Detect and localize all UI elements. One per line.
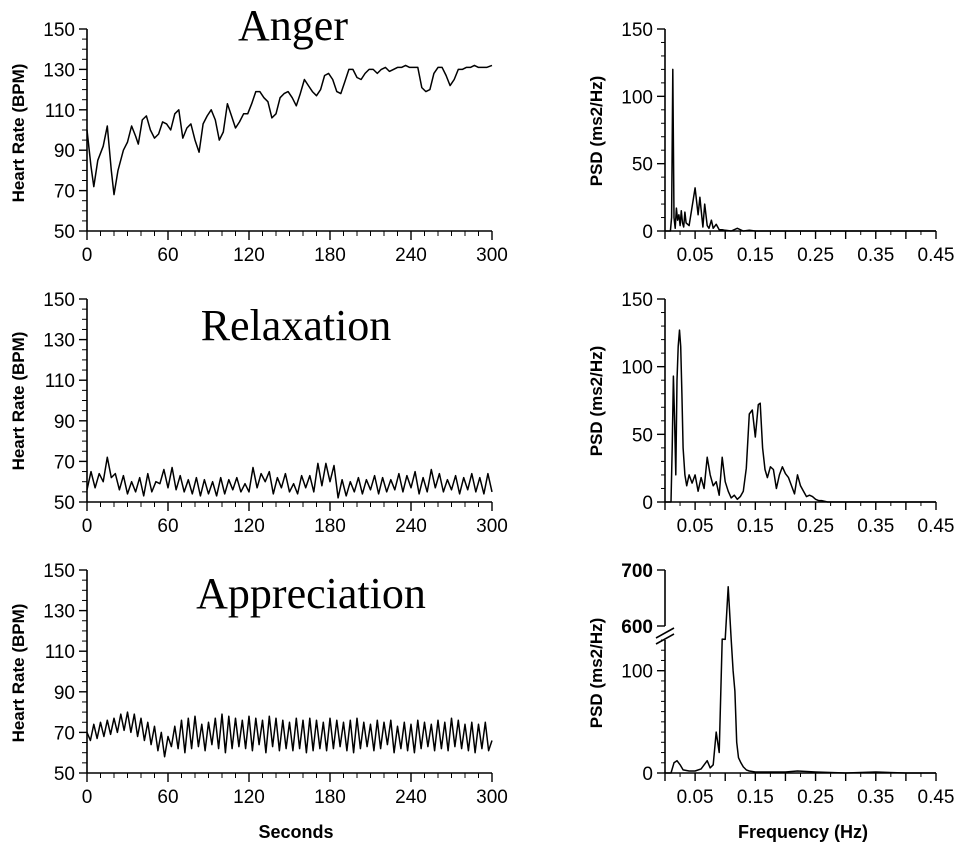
appreciation-hr-x-tick-label: 60 (157, 787, 178, 808)
anger-psd-plot: 0.05 0.15 0.25 0.35 0.45 0 50 100 150 (621, 20, 954, 266)
anger-title: Anger (238, 1, 348, 50)
appreciation-hr-y-tick-label: 150 (43, 561, 75, 582)
appreciation-hr-y-axis-label: Heart Rate (BPM) (9, 604, 28, 743)
anger-hr-y-tick-label: 150 (43, 20, 75, 41)
appreciation-psd-y-axis-label: PSD (ms2/Hz) (587, 618, 606, 729)
appreciation-hr-x-tick-label: 180 (314, 787, 346, 808)
anger-psd-x-tick-label: 0.05 (677, 245, 714, 266)
appreciation-hr-y-tick-label: 130 (43, 602, 75, 623)
relaxation-psd-y-tick-label: 150 (621, 290, 653, 311)
appreciation-hr-plot: 0 60 120 180 240 300 50 70 90 110 130 150 (43, 561, 508, 808)
relaxation-title: Relaxation (201, 301, 392, 350)
anger-psd-series-line (665, 68, 936, 232)
frequency-x-axis-label: Frequency (Hz) (738, 822, 868, 842)
anger-psd-y-tick-label: 150 (621, 20, 653, 41)
relaxation-hr-x-tick-label: 0 (82, 516, 93, 537)
relaxation-hr-x-tick-label: 180 (314, 516, 346, 537)
relaxation-psd-series-line (665, 329, 936, 503)
relaxation-hr-y-tick-label: 90 (54, 412, 75, 433)
anger-psd-y-tick-label: 0 (642, 222, 653, 243)
appreciation-hr-y-tick-label: 110 (45, 642, 75, 663)
relaxation-hr-x-tick-label: 120 (233, 516, 265, 537)
appreciation-hr-x-tick-label: 120 (233, 787, 265, 808)
relaxation-psd-y-tick-label: 0 (642, 493, 653, 514)
appreciation-psd-series-line (665, 586, 936, 774)
anger-hr-y-tick-label: 70 (54, 182, 75, 203)
appreciation-psd-x-tick-label: 0.45 (918, 787, 955, 808)
appreciation-hr-series-line (86, 711, 493, 758)
anger-psd-y-axis-label: PSD (ms2/Hz) (587, 76, 606, 187)
relaxation-psd-plot: 0.05 0.15 0.25 0.35 0.45 0 50 100 150 (621, 290, 954, 537)
appreciation-hr-x-tick-label: 300 (476, 787, 508, 808)
anger-hr-series-line (86, 64, 493, 196)
anger-hr-y-axis-label: Heart Rate (BPM) (9, 64, 28, 203)
anger-hr-x-tick-label: 120 (233, 245, 265, 266)
anger-hr-x-tick-label: 180 (314, 245, 346, 266)
anger-hr-x-tick-label: 240 (395, 245, 427, 266)
relaxation-hr-y-tick-label: 150 (43, 290, 75, 311)
relaxation-hr-x-tick-label: 240 (395, 516, 427, 537)
relaxation-psd-x-tick-label: 0.35 (857, 516, 894, 537)
relaxation-psd-x-tick-label: 0.25 (797, 516, 834, 537)
anger-hr-x-tick-label: 300 (476, 245, 508, 266)
relaxation-psd-y-axis-label: PSD (ms2/Hz) (587, 346, 606, 457)
anger-psd-x-tick-label: 0.35 (857, 245, 894, 266)
anger-hr-y-tick-label: 130 (43, 60, 75, 81)
relaxation-psd-x-tick-label: 0.05 (677, 516, 714, 537)
relaxation-hr-x-tick-label: 60 (157, 516, 178, 537)
appreciation-psd-axis-break-mark-1 (655, 627, 675, 639)
appreciation-psd-y-tick-label: 100 (621, 662, 653, 683)
appreciation-hr-x-tick-label: 240 (395, 787, 427, 808)
anger-hr-y-tick-label: 110 (45, 101, 75, 122)
relaxation-hr-y-tick-label: 110 (45, 371, 75, 392)
relaxation-hr-series-line (86, 456, 493, 499)
relaxation-hr-x-tick-label: 300 (476, 516, 508, 537)
appreciation-psd-y-tick-label: 0 (642, 764, 653, 785)
anger-hr-y-tick-label: 90 (54, 141, 75, 162)
appreciation-hr-y-tick-label: 90 (54, 683, 75, 704)
appreciation-title: Appreciation (196, 569, 426, 618)
appreciation-psd-x-tick-label: 0.25 (797, 787, 834, 808)
appreciation-psd-x-tick-label: 0.35 (857, 787, 894, 808)
appreciation-psd-y-tick-label: 700 (621, 561, 653, 582)
anger-psd-x-tick-label: 0.25 (797, 245, 834, 266)
anger-psd-y-tick-label: 100 (621, 87, 653, 108)
appreciation-psd-x-tick-label: 0.15 (737, 787, 774, 808)
relaxation-hr-y-tick-label: 130 (43, 331, 75, 352)
appreciation-psd-axis-break-mark-2 (655, 633, 675, 645)
anger-psd-x-tick-label: 0.15 (737, 245, 774, 266)
appreciation-hr-y-tick-label: 50 (54, 764, 75, 785)
relaxation-psd-x-tick-label: 0.45 (918, 516, 955, 537)
appreciation-psd-y-tick-label: 600 (621, 617, 653, 638)
anger-hr-y-tick-label: 50 (54, 222, 75, 243)
seconds-x-axis-label: Seconds (258, 822, 333, 842)
relaxation-hr-y-tick-label: 50 (54, 493, 75, 514)
relaxation-psd-y-tick-label: 100 (621, 358, 653, 379)
anger-psd-y-tick-label: 50 (632, 155, 653, 176)
relaxation-psd-y-tick-label: 50 (632, 425, 653, 446)
appreciation-psd-x-tick-label: 0.05 (677, 787, 714, 808)
relaxation-hr-y-tick-label: 70 (54, 452, 75, 473)
appreciation-hr-x-tick-label: 0 (82, 787, 93, 808)
relaxation-hr-plot: 0 60 120 180 240 300 50 70 90 110 130 150 (43, 290, 508, 537)
anger-hr-x-tick-label: 60 (157, 245, 178, 266)
anger-hr-plot: 0 60 120 180 240 300 50 70 90 110 130 150 (43, 20, 508, 266)
appreciation-hr-y-tick-label: 70 (54, 723, 75, 744)
anger-hr-x-tick-label: 0 (82, 245, 93, 266)
relaxation-psd-x-tick-label: 0.15 (737, 516, 774, 537)
relaxation-hr-y-axis-label: Heart Rate (BPM) (9, 332, 28, 471)
appreciation-psd-plot: 0.05 0.15 0.25 0.35 0.45 0 100 600 700 (621, 561, 954, 808)
anger-psd-x-tick-label: 0.45 (918, 245, 955, 266)
